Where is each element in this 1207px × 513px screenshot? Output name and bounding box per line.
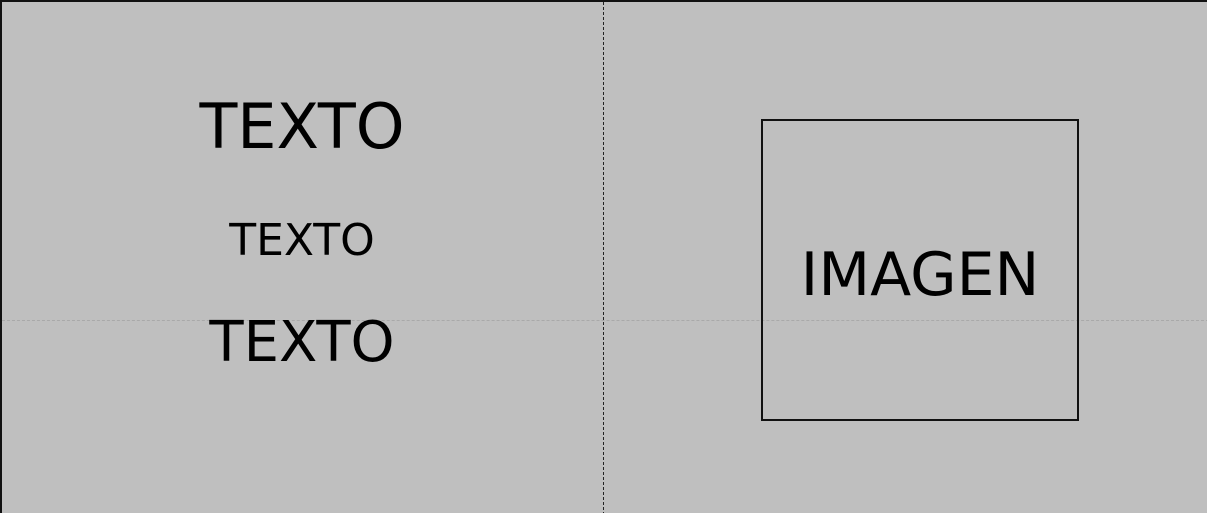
left-text-2: TEXTO xyxy=(229,215,375,266)
horizontal-guide-line xyxy=(2,320,1207,321)
vertical-divider xyxy=(603,2,604,513)
left-text-3: TEXTO xyxy=(209,310,395,375)
image-placeholder-label: IMAGEN xyxy=(800,240,1040,310)
left-text-1: TEXTO xyxy=(199,90,405,163)
image-placeholder-box: IMAGEN xyxy=(761,119,1079,421)
